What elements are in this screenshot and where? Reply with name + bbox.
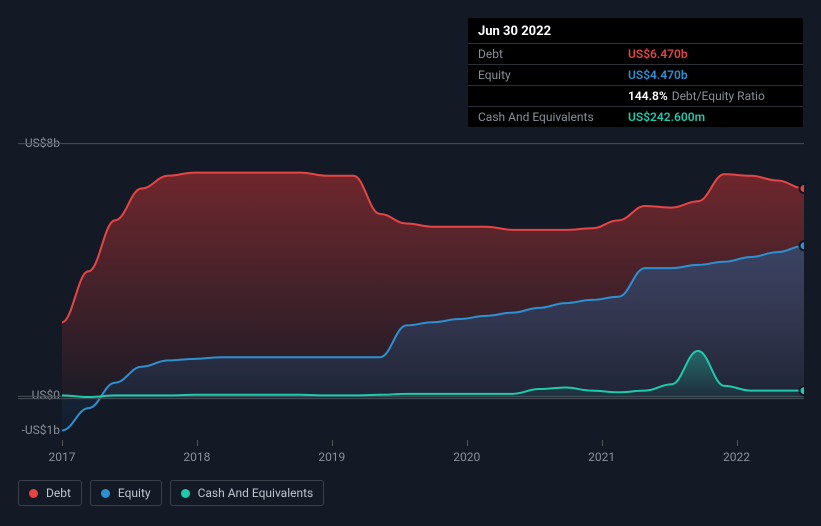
- tooltip-label: Debt: [478, 47, 628, 61]
- legend-swatch: [181, 489, 190, 498]
- tooltip-value: US$242.600m: [628, 110, 705, 124]
- tooltip-date: Jun 30 2022: [468, 24, 803, 43]
- x-axis-label: 2017: [49, 450, 76, 464]
- x-axis-tick: [602, 440, 603, 446]
- legend-swatch: [29, 489, 38, 498]
- x-axis-tick: [62, 440, 63, 446]
- x-axis-tick: [737, 440, 738, 446]
- x-axis-labels: 2017 2018 2019 2020 2021 2022: [18, 446, 804, 464]
- tooltip-label: Equity: [478, 68, 628, 82]
- tooltip-value: US$4.470b: [628, 68, 688, 82]
- chart-tooltip: Jun 30 2022 DebtUS$6.470bEquityUS$4.470b…: [468, 18, 803, 127]
- tooltip-row: 144.8%Debt/Equity Ratio: [468, 85, 803, 106]
- chart-legend: Debt Equity Cash And Equivalents: [18, 480, 324, 506]
- series-marker-debt: [800, 184, 805, 193]
- tooltip-label: [478, 89, 628, 103]
- x-axis-tick: [332, 440, 333, 446]
- tooltip-value: 144.8%Debt/Equity Ratio: [628, 89, 765, 103]
- x-axis-label: 2018: [183, 450, 210, 464]
- legend-label: Cash And Equivalents: [198, 486, 314, 500]
- tooltip-row: EquityUS$4.470b: [468, 64, 803, 85]
- tooltip-row: DebtUS$6.470b: [468, 43, 803, 64]
- tooltip-row: Cash And EquivalentsUS$242.600m: [468, 106, 803, 127]
- series-marker-cash: [800, 386, 805, 395]
- x-axis-label: 2021: [588, 450, 615, 464]
- x-axis-label: 2019: [318, 450, 345, 464]
- chart-plot-area[interactable]: [18, 128, 804, 440]
- series-marker-equity: [800, 241, 805, 250]
- tooltip-value: US$6.470b: [628, 47, 688, 61]
- x-axis-tick: [467, 440, 468, 446]
- x-axis-label: 2022: [723, 450, 750, 464]
- x-axis-tick: [197, 440, 198, 446]
- legend-item-debt[interactable]: Debt: [18, 480, 82, 506]
- legend-label: Debt: [46, 486, 71, 500]
- legend-label: Equity: [118, 486, 151, 500]
- legend-item-cash[interactable]: Cash And Equivalents: [170, 480, 325, 506]
- legend-item-equity[interactable]: Equity: [90, 480, 162, 506]
- chart-svg: [18, 128, 804, 440]
- legend-swatch: [101, 489, 110, 498]
- x-axis-label: 2020: [453, 450, 480, 464]
- tooltip-label: Cash And Equivalents: [478, 110, 628, 124]
- tooltip-subtext: Debt/Equity Ratio: [672, 89, 765, 103]
